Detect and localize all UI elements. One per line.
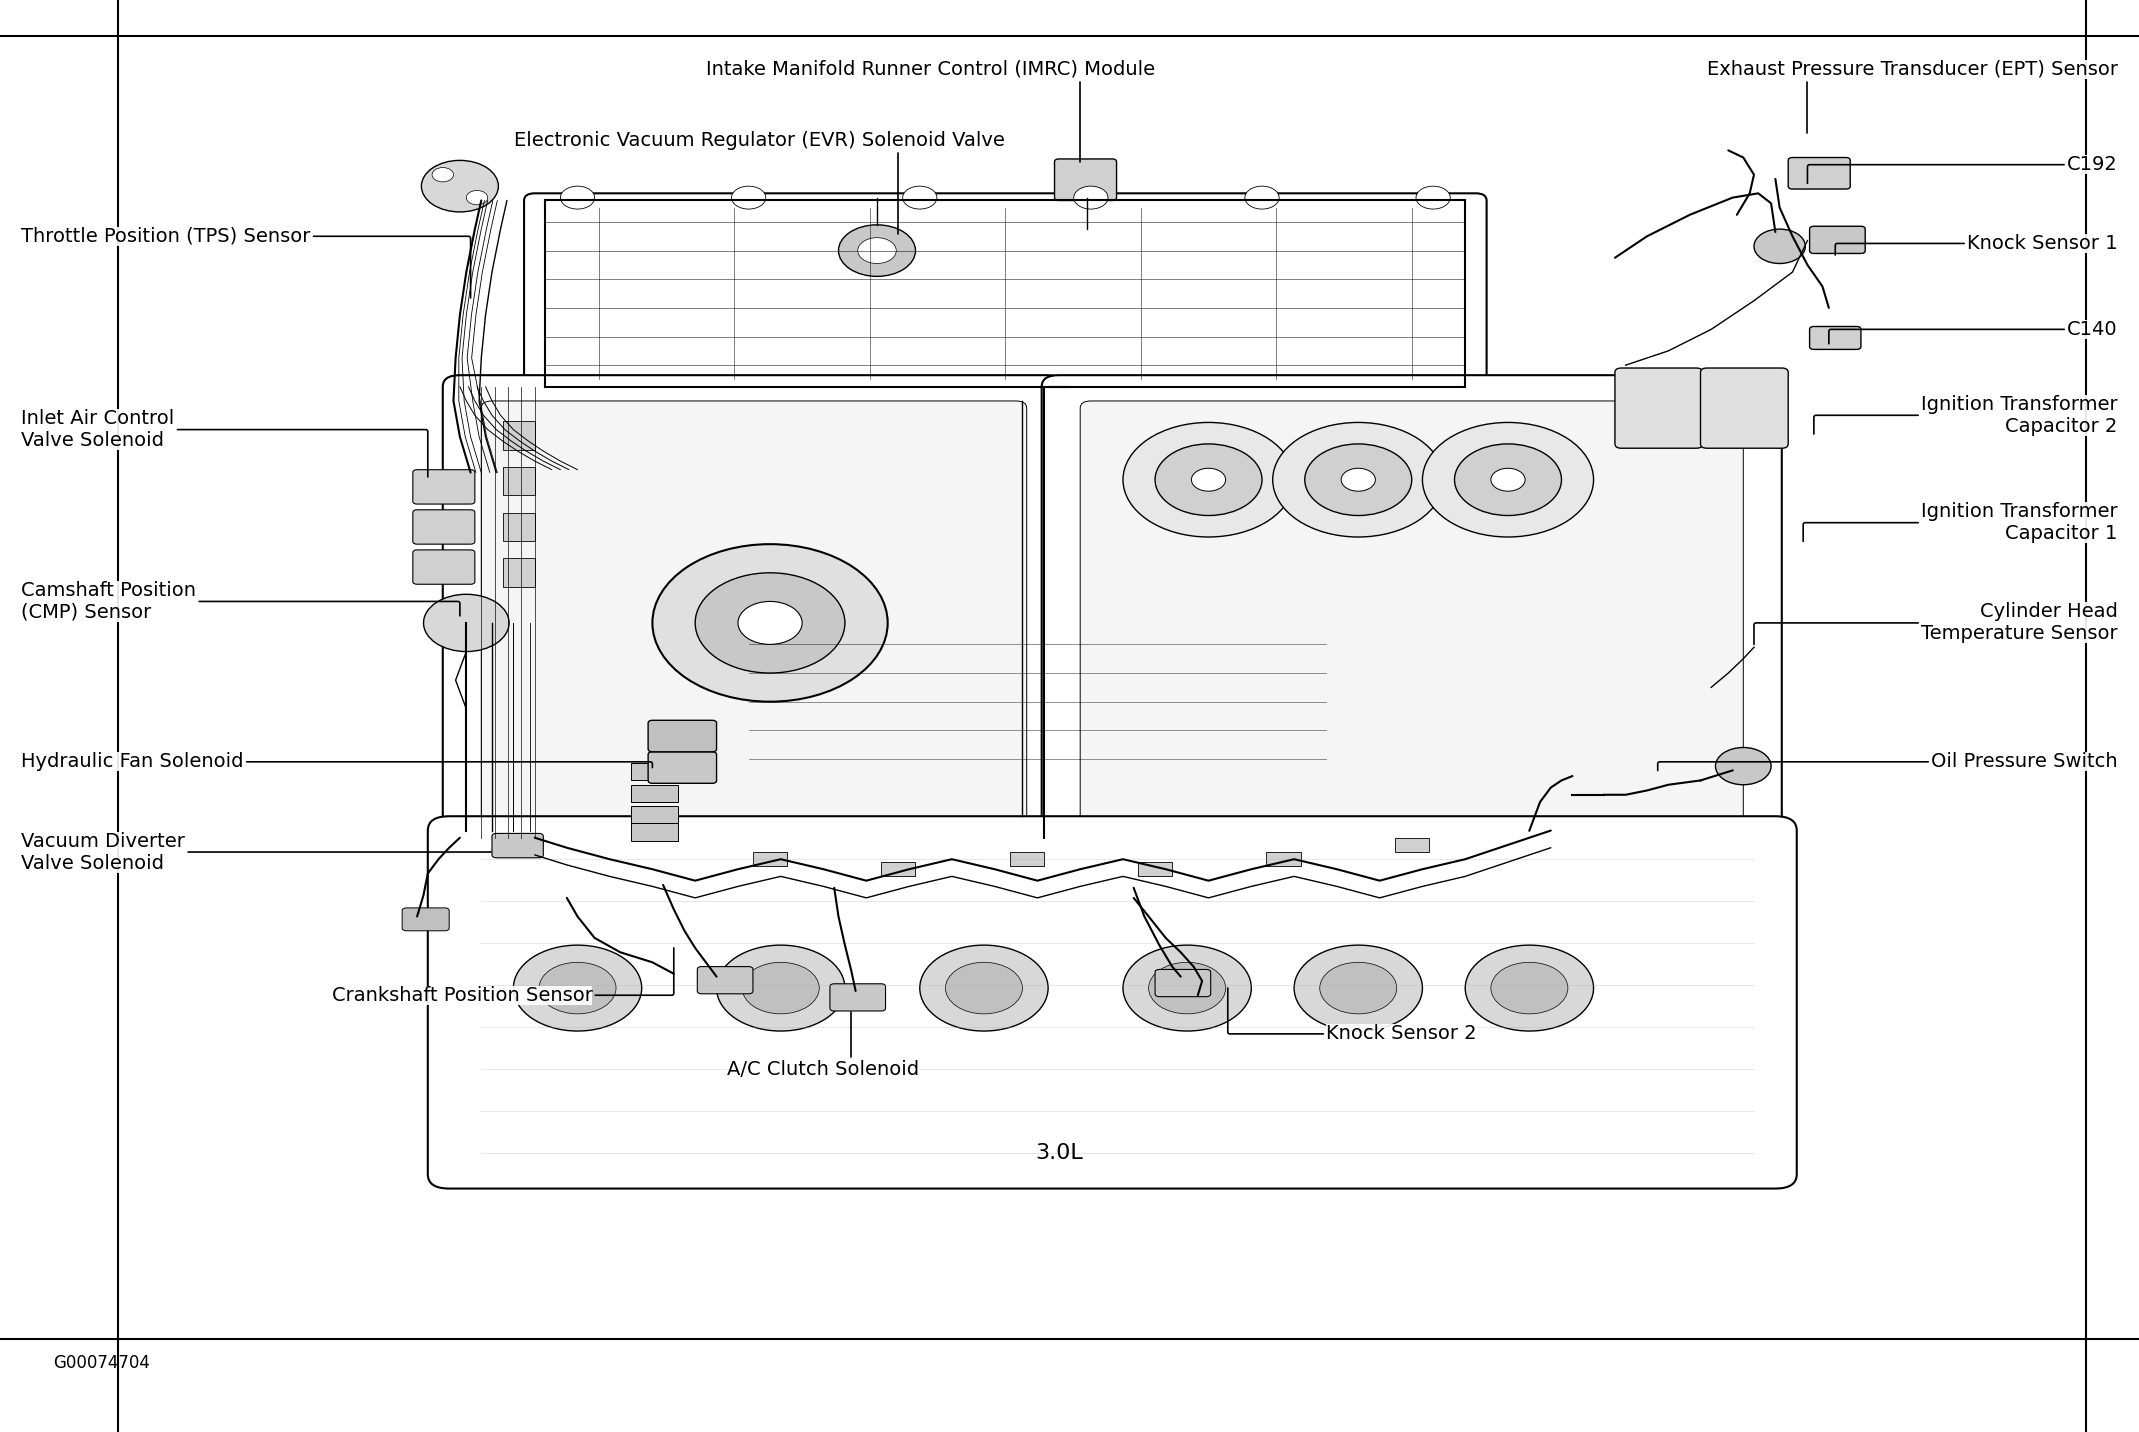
FancyBboxPatch shape	[413, 550, 475, 584]
Bar	[1395, 838, 1429, 852]
Circle shape	[1320, 962, 1397, 1014]
Text: Crankshaft Position Sensor: Crankshaft Position Sensor	[332, 948, 674, 1005]
FancyBboxPatch shape	[1788, 158, 1850, 189]
Text: Electronic Vacuum Regulator (EVR) Solenoid Valve: Electronic Vacuum Regulator (EVR) Soleno…	[513, 132, 1005, 233]
Circle shape	[1416, 186, 1450, 209]
FancyBboxPatch shape	[1615, 368, 1703, 448]
Bar	[1010, 852, 1044, 866]
Bar	[753, 852, 787, 866]
Text: Throttle Position (TPS) Sensor: Throttle Position (TPS) Sensor	[21, 226, 471, 298]
Bar	[503, 558, 535, 587]
Circle shape	[1273, 422, 1444, 537]
Circle shape	[945, 962, 1022, 1014]
Circle shape	[513, 945, 642, 1031]
Circle shape	[903, 186, 937, 209]
Circle shape	[1422, 422, 1594, 537]
Text: G00074704: G00074704	[53, 1355, 150, 1372]
Text: C140: C140	[1829, 319, 2118, 344]
Circle shape	[1155, 444, 1262, 516]
Circle shape	[742, 962, 819, 1014]
Circle shape	[1305, 444, 1412, 516]
Text: A/C Clutch Solenoid: A/C Clutch Solenoid	[727, 1012, 920, 1078]
Circle shape	[1074, 186, 1108, 209]
Circle shape	[1191, 468, 1226, 491]
FancyBboxPatch shape	[524, 193, 1487, 394]
FancyBboxPatch shape	[648, 752, 717, 783]
FancyBboxPatch shape	[1810, 326, 1861, 349]
FancyBboxPatch shape	[413, 470, 475, 504]
FancyBboxPatch shape	[1810, 226, 1865, 253]
FancyBboxPatch shape	[648, 720, 717, 752]
Circle shape	[539, 962, 616, 1014]
Text: Knock Sensor 2: Knock Sensor 2	[1228, 988, 1476, 1044]
Bar	[503, 513, 535, 541]
Circle shape	[466, 190, 488, 205]
Circle shape	[1491, 962, 1568, 1014]
Circle shape	[1465, 945, 1594, 1031]
Text: Cylinder Head
Temperature Sensor: Cylinder Head Temperature Sensor	[1754, 603, 2118, 644]
FancyBboxPatch shape	[1055, 159, 1117, 200]
Circle shape	[432, 168, 453, 182]
Circle shape	[1149, 962, 1226, 1014]
Text: Hydraulic Fan Solenoid: Hydraulic Fan Solenoid	[21, 752, 652, 772]
Text: C192: C192	[1807, 155, 2118, 183]
Text: 3.0L: 3.0L	[1035, 1143, 1082, 1163]
FancyBboxPatch shape	[1080, 401, 1743, 823]
Circle shape	[732, 186, 766, 209]
FancyBboxPatch shape	[697, 967, 753, 994]
Circle shape	[695, 573, 845, 673]
Circle shape	[738, 601, 802, 644]
Circle shape	[717, 945, 845, 1031]
Circle shape	[920, 945, 1048, 1031]
Circle shape	[1455, 444, 1561, 516]
Circle shape	[421, 160, 498, 212]
Bar	[631, 785, 678, 802]
Circle shape	[1123, 945, 1251, 1031]
Circle shape	[1491, 468, 1525, 491]
Bar	[631, 823, 678, 841]
Circle shape	[1294, 945, 1422, 1031]
FancyBboxPatch shape	[428, 816, 1797, 1189]
Text: Inlet Air Control
Valve Solenoid: Inlet Air Control Valve Solenoid	[21, 410, 428, 477]
Circle shape	[652, 544, 888, 702]
FancyBboxPatch shape	[830, 984, 886, 1011]
Circle shape	[1123, 422, 1294, 537]
Circle shape	[838, 225, 915, 276]
FancyBboxPatch shape	[1701, 368, 1788, 448]
Text: Knock Sensor 1: Knock Sensor 1	[1835, 233, 2118, 255]
Bar	[1266, 852, 1301, 866]
Text: Exhaust Pressure Transducer (EPT) Sensor: Exhaust Pressure Transducer (EPT) Sensor	[1707, 60, 2118, 133]
Circle shape	[424, 594, 509, 652]
Text: Intake Manifold Runner Control (IMRC) Module: Intake Manifold Runner Control (IMRC) Mo…	[706, 60, 1155, 162]
Circle shape	[1715, 748, 1771, 785]
Circle shape	[858, 238, 896, 263]
FancyBboxPatch shape	[481, 401, 1027, 823]
Circle shape	[1245, 186, 1279, 209]
Bar	[503, 467, 535, 495]
FancyBboxPatch shape	[413, 510, 475, 544]
Bar	[503, 421, 535, 450]
Bar	[631, 806, 678, 823]
Text: Vacuum Diverter
Valve Solenoid: Vacuum Diverter Valve Solenoid	[21, 832, 492, 872]
Bar	[1138, 862, 1172, 876]
Text: Ignition Transformer
Capacitor 2: Ignition Transformer Capacitor 2	[1814, 395, 2118, 435]
FancyBboxPatch shape	[402, 908, 449, 931]
FancyBboxPatch shape	[443, 375, 1065, 849]
FancyBboxPatch shape	[1042, 375, 1782, 849]
Circle shape	[560, 186, 595, 209]
Text: Oil Pressure Switch: Oil Pressure Switch	[1658, 752, 2118, 772]
Bar	[881, 862, 915, 876]
FancyBboxPatch shape	[492, 833, 543, 858]
Text: Ignition Transformer
Capacitor 1: Ignition Transformer Capacitor 1	[1803, 503, 2118, 543]
Bar	[631, 763, 678, 780]
FancyBboxPatch shape	[1155, 969, 1211, 997]
Circle shape	[1754, 229, 1805, 263]
Text: Camshaft Position
(CMP) Sensor: Camshaft Position (CMP) Sensor	[21, 581, 460, 621]
Circle shape	[1341, 468, 1375, 491]
